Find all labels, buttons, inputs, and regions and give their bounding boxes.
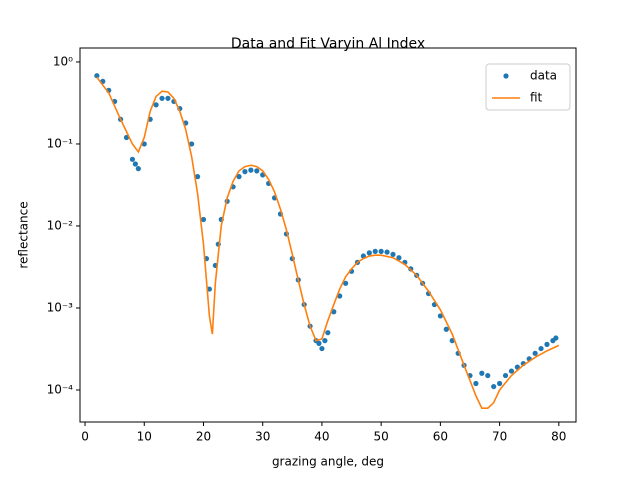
x-tick-label: 0: [81, 430, 89, 444]
x-tick-label: 30: [255, 430, 270, 444]
y-tick-label: 10⁻¹: [47, 136, 74, 150]
x-tick-label: 50: [374, 430, 389, 444]
data-point: [396, 255, 402, 261]
data-point: [319, 345, 325, 352]
data-point: [254, 168, 260, 174]
data-point: [437, 313, 443, 319]
data-point: [322, 338, 328, 344]
legend-label: fit: [530, 91, 543, 105]
data-point: [194, 174, 201, 180]
data-point: [532, 350, 538, 356]
x-tick-label: 20: [196, 430, 211, 444]
data-point: [316, 340, 322, 346]
legend-box: [485, 63, 571, 111]
data-point: [206, 286, 213, 292]
data-point: [443, 326, 449, 332]
x-tick-label: 10: [137, 430, 152, 444]
y-axis-label: reflectance: [17, 201, 31, 268]
data-point: [479, 370, 485, 376]
data-point: [553, 335, 559, 341]
x-tick-label: 70: [492, 430, 507, 444]
data-point: [236, 174, 242, 180]
x-axis-label: grazing angle, deg: [272, 455, 384, 469]
data-point: [538, 345, 544, 352]
data-point: [497, 380, 503, 387]
data-point: [159, 95, 165, 101]
data-point: [248, 167, 254, 173]
data-point: [372, 248, 378, 254]
x-tick-label: 60: [433, 430, 448, 444]
data-point: [366, 250, 372, 256]
data-point: [384, 249, 390, 255]
x-tick-label: 40: [314, 430, 329, 444]
data-point: [135, 166, 141, 172]
data-point: [473, 380, 479, 387]
y-tick-label: 10⁻²: [47, 218, 74, 232]
data-point: [508, 368, 515, 374]
data-point: [189, 141, 195, 147]
data-point: [390, 251, 396, 258]
data-point: [129, 156, 136, 162]
data-point: [331, 309, 337, 315]
data-point: [165, 95, 171, 101]
data-point: [343, 280, 349, 286]
chart-title: Data and Fit Varyin Al Index: [231, 36, 425, 52]
legend-label: data: [530, 69, 557, 83]
data-point: [132, 161, 138, 167]
y-tick-label: 10⁻³: [47, 300, 74, 314]
data-point: [378, 248, 384, 254]
data-point: [325, 330, 331, 336]
data-point: [200, 216, 207, 223]
data-point: [502, 372, 509, 379]
plot-frame: [79, 47, 577, 423]
data-point: [491, 383, 497, 390]
data-point: [94, 73, 100, 79]
data-point: [153, 102, 159, 108]
x-tick-label: 80: [551, 430, 566, 444]
data-point: [485, 372, 491, 379]
data-point: [544, 341, 550, 347]
data-point: [242, 169, 248, 175]
y-tick-label: 10⁻⁴: [47, 382, 74, 396]
y-tick-label: 10⁰: [53, 54, 73, 68]
fit-line: [96, 76, 560, 409]
legend-marker: [503, 73, 509, 79]
